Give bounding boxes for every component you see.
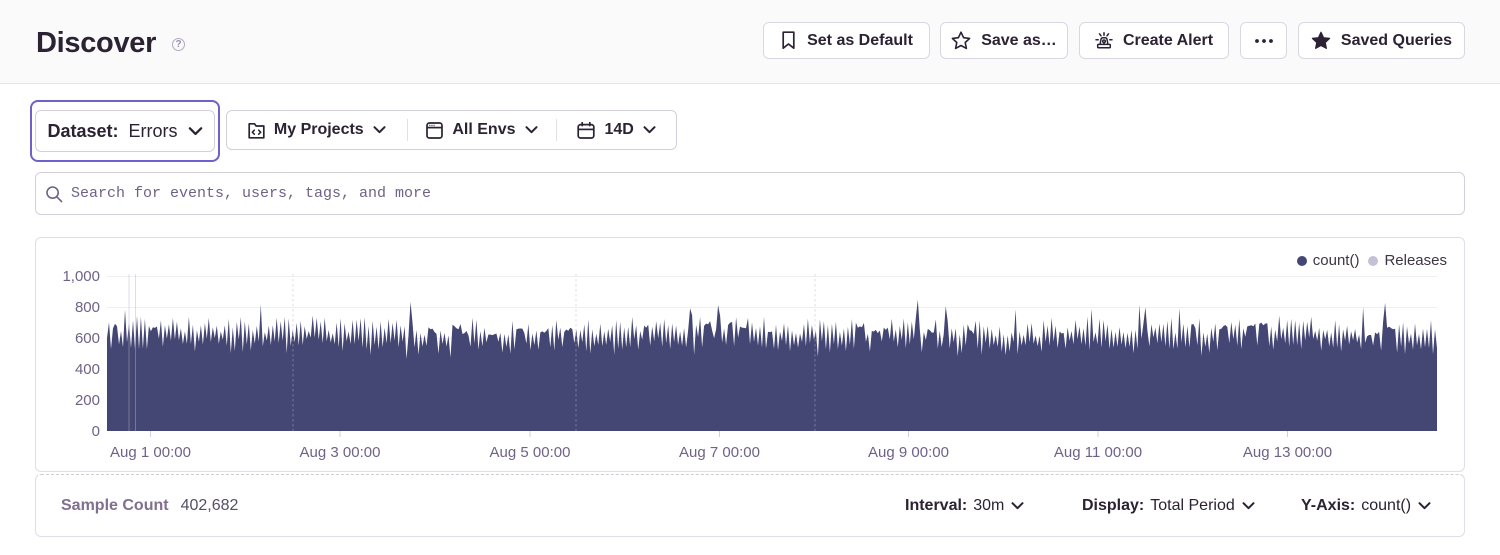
svg-text:Aug 9 00:00: Aug 9 00:00 xyxy=(868,444,949,461)
svg-text:0: 0 xyxy=(92,423,100,440)
svg-text:Aug 1 00:00: Aug 1 00:00 xyxy=(110,444,191,461)
svg-text:1,000: 1,000 xyxy=(62,268,100,285)
svg-text:800: 800 xyxy=(75,299,100,316)
svg-text:600: 600 xyxy=(75,330,100,347)
svg-text:200: 200 xyxy=(75,392,100,409)
svg-text:Aug 13 00:00: Aug 13 00:00 xyxy=(1243,444,1332,461)
svg-text:Aug 5 00:00: Aug 5 00:00 xyxy=(490,444,571,461)
svg-text:400: 400 xyxy=(75,361,100,378)
svg-text:Aug 3 00:00: Aug 3 00:00 xyxy=(300,444,381,461)
svg-text:Aug 7 00:00: Aug 7 00:00 xyxy=(679,444,760,461)
svg-text:Aug 11 00:00: Aug 11 00:00 xyxy=(1054,444,1142,461)
